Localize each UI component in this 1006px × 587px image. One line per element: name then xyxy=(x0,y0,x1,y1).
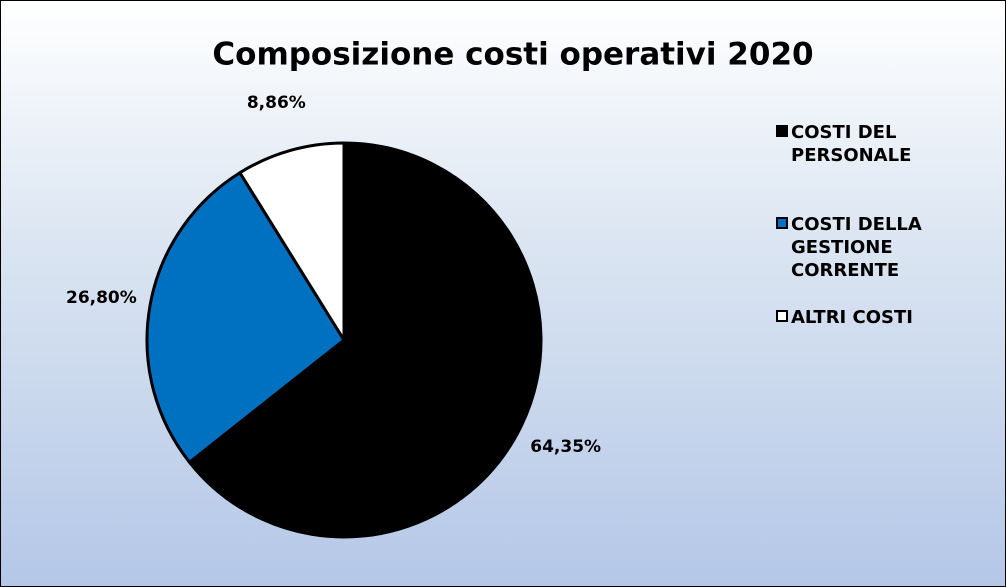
chart-title: Composizione costi operativi 2020 xyxy=(212,37,813,73)
legend-swatch xyxy=(776,125,788,137)
data-label: 8,86% xyxy=(247,93,306,113)
legend-label: COSTI DEL PERSONALE xyxy=(791,122,912,166)
legend-label: COSTI DELLA GESTIONE CORRENTE xyxy=(791,214,922,281)
legend-entry: COSTI DEL PERSONALE xyxy=(776,121,956,167)
pie-slice xyxy=(187,141,543,539)
data-label: 26,80% xyxy=(66,288,137,308)
pie-slice xyxy=(145,170,346,465)
legend-entry: ALTRI COSTI xyxy=(776,306,956,329)
legend-label: ALTRI COSTI xyxy=(791,307,913,328)
pie-slice xyxy=(237,141,346,346)
legend-swatch xyxy=(776,217,788,229)
data-label: 64,35% xyxy=(530,437,601,457)
legend-swatch xyxy=(776,310,788,322)
legend-entry: COSTI DELLA GESTIONE CORRENTE xyxy=(776,213,956,282)
